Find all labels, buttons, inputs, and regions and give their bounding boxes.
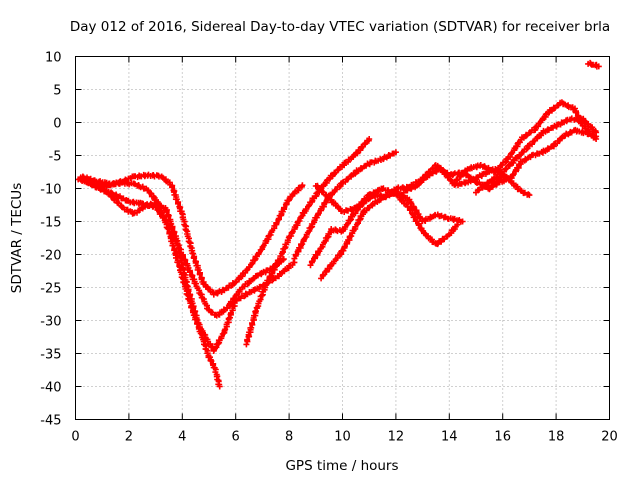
x-tick-label: 12 [388,430,405,445]
series-arc-14 [585,59,602,70]
x-axis-label: GPS time / hours [285,458,398,474]
y-axis-label: SDTVAR / TECUs [9,183,25,293]
y-tick-label: -30 [40,315,61,330]
data-point-markers [585,59,602,70]
x-tick-label: 6 [232,430,240,445]
y-tick-label: 0 [53,117,61,132]
y-tick-label: -45 [40,414,61,429]
y-tick-label: -20 [40,249,61,264]
series-arc-4 [77,174,298,354]
x-tick-label: 4 [178,430,186,445]
series-arc-11 [451,99,600,186]
data-point-markers [77,174,298,354]
data-point-markers [473,115,600,196]
x-tick-label: 20 [601,430,618,445]
y-tick-label: -15 [40,216,61,231]
grid [75,56,610,420]
y-tick-label: -5 [49,150,62,165]
x-tick-label: 10 [334,430,351,445]
data-point-markers [243,136,373,348]
y-tick-label: -10 [40,183,61,198]
series-arc-12 [473,115,600,196]
axis-ticks: 0 2 4 6 8 10 12 14 16 18 20 10 5 0 -5 -10 -15 -20 -25 -30 -3… [40,51,618,445]
x-tick-label: 2 [125,430,133,445]
y-tick-label: -35 [40,348,61,363]
y-tick-label: -25 [40,282,61,297]
y-tick-label: 5 [53,84,61,99]
x-tick-label: 0 [71,430,79,445]
y-tick-label: 10 [45,51,62,66]
x-tick-label: 8 [285,430,293,445]
x-tick-label: 14 [441,430,458,445]
data-series [75,59,602,390]
series-arc-13 [486,126,600,193]
data-point-markers [451,99,600,186]
data-point-markers [486,126,600,193]
x-tick-label: 18 [548,430,565,445]
series-arc-5 [243,136,373,348]
x-tick-label: 16 [494,430,511,445]
y-tick-label: -40 [40,381,61,396]
chart-title: Day 012 of 2016, Sidereal Day-to-day VTE… [70,19,610,35]
